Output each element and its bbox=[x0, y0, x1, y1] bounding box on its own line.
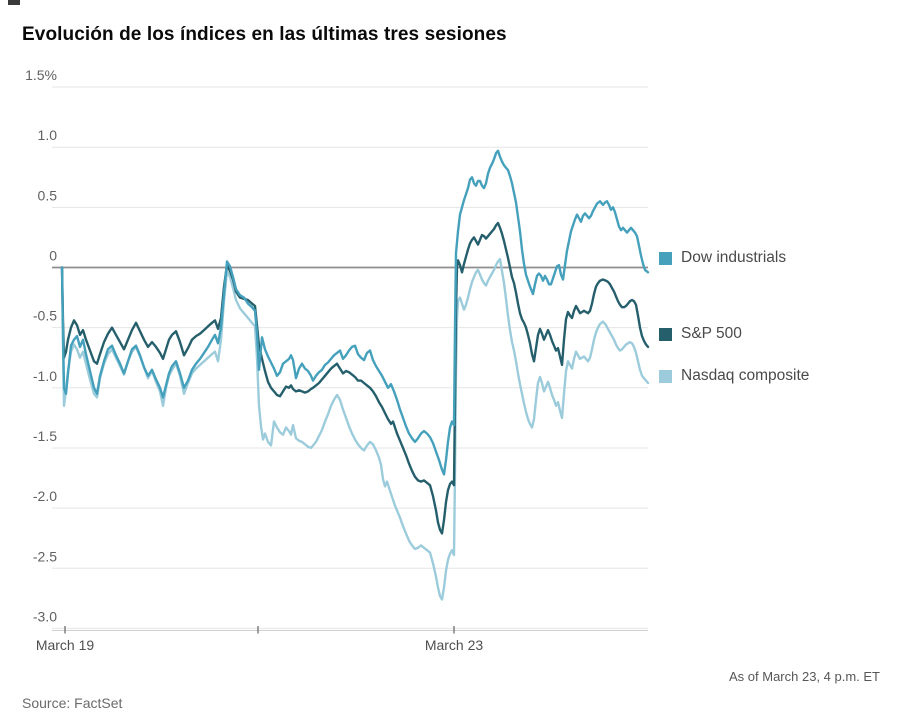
source-note: Source: FactSet bbox=[22, 695, 123, 711]
legend-swatch-sp500 bbox=[659, 327, 672, 341]
cropped-ui-fragment bbox=[8, 0, 20, 5]
y-axis-label: 0 bbox=[49, 248, 57, 264]
y-axis-label: -0.5 bbox=[33, 308, 57, 324]
legend-item-sp500: S&P 500 bbox=[659, 325, 742, 343]
chart-title: Evolución de los índices en las últimas … bbox=[22, 24, 507, 45]
y-axis-label: -3.0 bbox=[33, 608, 57, 624]
legend-item-dow-industrials: Dow industrials bbox=[659, 249, 786, 267]
y-axis-label: -2.5 bbox=[33, 548, 57, 564]
y-axis-label: -1.0 bbox=[33, 368, 57, 384]
x-axis-label: March 23 bbox=[425, 637, 484, 653]
y-axis-label: -1.5 bbox=[33, 428, 57, 444]
as-of-note: As of March 23, 4 p.m. ET bbox=[729, 669, 880, 684]
legend-label-nasdaq-composite: Nasdaq composite bbox=[681, 367, 810, 384]
series-line-dow-industrials bbox=[60, 149, 650, 476]
y-axis-label: -2.0 bbox=[33, 488, 57, 504]
x-axis-label: March 19 bbox=[36, 637, 95, 653]
legend-swatch-nasdaq-composite bbox=[659, 369, 672, 383]
legend-item-nasdaq-composite: Nasdaq composite bbox=[659, 367, 809, 385]
series-line-nasdaq-composite bbox=[60, 257, 650, 601]
legend-label-sp500: S&P 500 bbox=[681, 325, 742, 342]
y-axis-label: 1.5% bbox=[25, 67, 57, 83]
legend-label-dow-industrials: Dow industrials bbox=[681, 249, 787, 266]
legend-swatch-dow-industrials bbox=[659, 251, 672, 265]
y-axis-label: 1.0 bbox=[38, 127, 58, 143]
series-line-s-p-500 bbox=[60, 221, 650, 535]
y-axis-label: 0.5 bbox=[38, 187, 58, 203]
